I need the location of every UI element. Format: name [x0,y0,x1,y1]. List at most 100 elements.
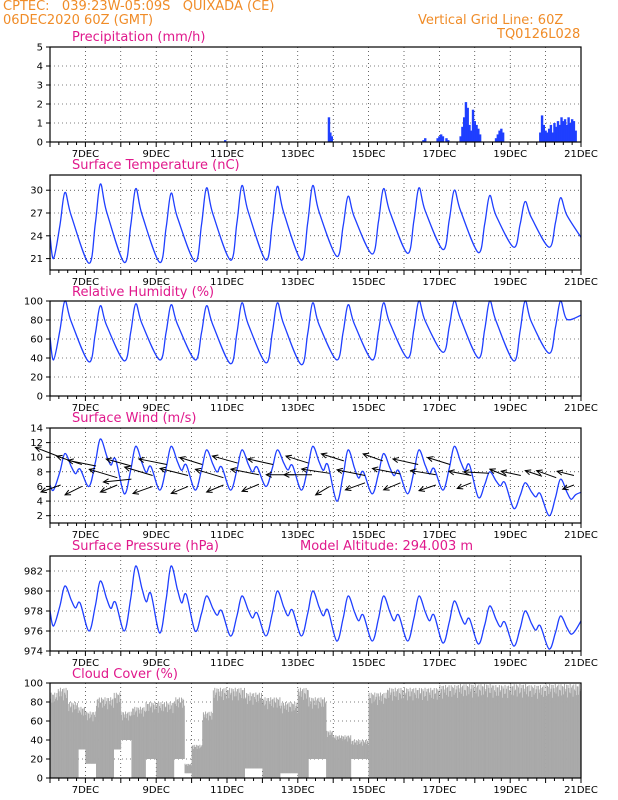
cloud-cover-bar [551,697,553,778]
cloud-cover-bar [466,695,468,778]
cloud-cover-bar [491,685,493,778]
cloud-cover-bar [251,693,253,769]
x-tick-label: 7DEC [72,277,99,288]
panel-title: Cloud Cover (%) [72,667,178,682]
cloud-cover-bar [409,687,411,778]
cloud-cover-bar [374,699,376,778]
cloud-cover-bar [267,709,269,778]
wind-arrowhead [205,487,213,493]
cloud-cover-bar [550,688,552,778]
cloud-cover-bar [306,698,308,778]
cloud-cover-bar [428,692,430,778]
cloud-cover-bar [69,707,71,778]
cloud-cover-bar [292,703,294,774]
cloud-cover-bar [288,702,290,774]
cloud-cover-bar [474,683,476,778]
cloud-cover-bar [523,688,525,778]
cloud-cover-bar [357,741,359,759]
cloud-cover-bar [340,735,342,778]
cloud-cover-bar [304,694,306,778]
cloud-cover-bar [273,697,275,778]
cloud-cover-bar [543,685,545,778]
cloud-cover-bar [296,702,298,774]
cloud-cover-bar [405,692,407,778]
cloud-cover-bar [436,699,438,778]
cloud-cover-bar [562,686,564,778]
cloud-cover-bar [183,705,185,759]
precip-bar [436,138,439,142]
cloud-cover-bar [579,691,581,778]
cloud-cover-bar [73,704,75,778]
cloud-cover-bar [578,684,580,778]
cloud-cover-bar [542,696,544,778]
cloud-cover-bar [520,692,522,778]
cloud-cover-bar [253,693,255,769]
cloud-cover-bar [124,717,126,740]
wind-vector [410,470,436,476]
x-tick-label: 7DEC [72,785,99,796]
precip-bar [574,130,577,142]
cloud-cover-bar [491,687,493,778]
cloud-cover-bar [212,690,214,778]
x-tick-label: 7DEC [72,403,99,414]
cloud-cover-bar [472,685,474,778]
cloud-cover-bar [268,701,270,778]
cloud-cover-bar [254,699,256,769]
cloud-cover-bar [569,683,571,778]
cloud-cover-bar [561,695,563,778]
cloud-cover-bar [379,700,381,778]
cloud-cover-bar [368,692,370,778]
x-tick-label: 11DEC [210,277,244,288]
cloud-cover-bar [525,684,527,778]
cloud-cover-bar [83,715,85,750]
precip-bar [569,123,572,142]
wind-vector [457,482,472,489]
wind-arrowhead [39,487,48,494]
cloud-cover-bar [163,702,165,778]
cloud-cover-bar [118,701,120,750]
cloud-cover-bar [459,683,461,778]
cloud-cover-bar [336,736,338,778]
cloud-cover-bar [559,690,561,778]
cloud-cover-bar [290,702,292,774]
wind-arrowhead [344,485,352,491]
cloud-cover-bar [315,705,317,759]
cloud-cover-bar [458,688,460,778]
cloud-cover-bar [322,699,324,759]
cloud-cover-bar [469,684,471,778]
precip-bar [539,132,542,142]
x-tick-label: 19DEC [493,530,527,541]
cloud-cover-bar [570,693,572,778]
wind-arrowhead [447,469,455,476]
cloud-cover-bar [328,732,330,778]
cloud-cover-bar [544,690,546,778]
cloud-cover-bar [358,743,360,759]
cloud-cover-bar [533,694,535,778]
cloud-cover-bar [270,697,272,778]
cloud-cover-bar [394,687,396,778]
cloud-cover-bar [474,692,476,778]
cloud-cover-bar [86,720,88,764]
cloud-cover-bar [571,685,573,778]
cloud-cover-bar [360,743,362,759]
cloud-cover-bar [168,709,170,778]
cloud-cover-bar [338,740,340,778]
wind-vector [285,455,309,464]
cloud-cover-bar [462,685,464,778]
cloud-cover-bar [175,697,177,759]
cloud-cover-bar [219,687,221,778]
cloud-cover-bar [280,708,282,774]
cloud-cover-bar [522,697,524,778]
cloud-cover-bar [319,701,321,759]
cloud-cover-bar [99,702,101,778]
cloud-cover-bar [139,713,141,778]
cloud-cover-bar [476,687,478,778]
cloud-cover-bar [141,709,143,778]
cloud-cover-bar [113,707,115,778]
cloud-cover-bar [384,697,386,778]
cloud-cover-bar [417,689,419,778]
cloud-cover-bar [342,735,344,778]
cloud-cover-bar [294,708,296,774]
precip-bar [462,117,466,142]
x-tick-label: 11DEC [210,403,244,414]
